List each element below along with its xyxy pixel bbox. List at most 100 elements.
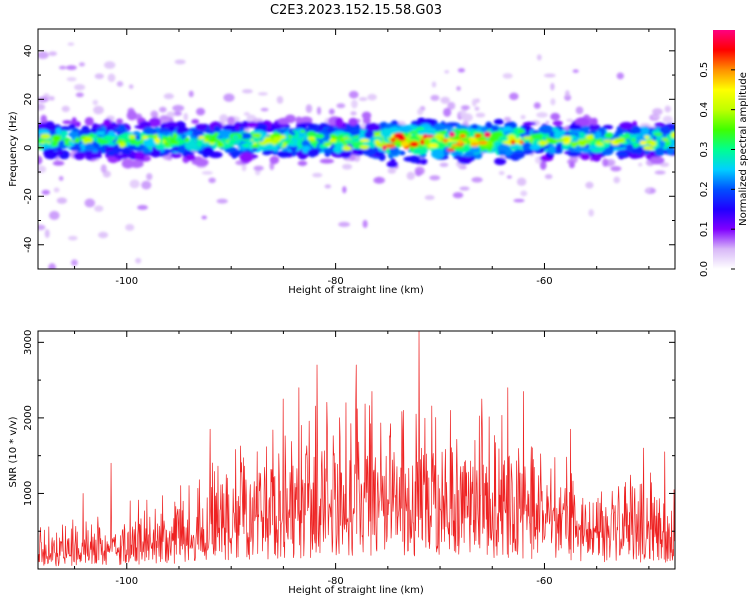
heatmap-cell: [629, 153, 640, 159]
heatmap-cell: [508, 144, 524, 149]
heatmap-cell: [96, 138, 107, 144]
heatmap-cell: [222, 124, 237, 131]
heatmap-cell: [580, 153, 590, 161]
snr-panel: -100 -80 -60 1000 2000 3000 Height of straigh…: [8, 330, 676, 596]
heatmap-cell: [362, 116, 371, 125]
heatmap-cell: [547, 140, 558, 145]
heatmap-cell: [277, 117, 291, 125]
heatmap-cell: [353, 153, 361, 162]
heatmap-cell: [424, 195, 435, 201]
heatmap-cell: [69, 6, 75, 13]
heatmap-cell: [498, 149, 507, 156]
heatmap-cell: [459, 186, 470, 191]
heatmap-cell: [344, 139, 354, 144]
heatmap-cell: [545, 120, 550, 124]
heatmap-cell: [62, 120, 73, 125]
heatmap-cell: [523, 136, 532, 140]
heatmap-cell: [90, 126, 98, 134]
heatmap-cell: [644, 135, 650, 139]
heatmap-cell: [352, 137, 361, 143]
heatmap-cell: [521, 149, 534, 155]
heatmap-cell: [55, 127, 62, 135]
heatmap-cell: [82, 136, 93, 145]
heatmap-cell: [137, 205, 148, 211]
heatmap-cell: [207, 134, 219, 138]
heatmap-cell: [378, 153, 386, 161]
heatmap-cell: [662, 115, 673, 124]
heatmap-cell: [51, 134, 62, 141]
heatmap-cell: [439, 125, 454, 130]
heatmap-cell: [602, 124, 614, 130]
heatmap-cell: [38, 155, 43, 165]
heatmap-cell: [577, 137, 588, 147]
heatmap-cell: [471, 177, 483, 183]
heatmap-cell: [134, 151, 146, 161]
snr-xtick-label: -60: [536, 576, 552, 587]
heatmap-cell: [659, 162, 670, 167]
heatmap-cell: [61, 105, 70, 113]
heatmap-cell: [175, 126, 190, 134]
heatmap-cell: [522, 121, 537, 126]
heatmap-cell: [116, 118, 124, 125]
heatmap-cell: [452, 192, 464, 199]
heatmap-cell: [169, 140, 179, 145]
heatmap-cell: [260, 107, 269, 112]
heatmap-cell: [421, 118, 436, 125]
heatmap-cell: [588, 123, 601, 132]
heatmap-cell: [443, 107, 452, 117]
heatmap-cell: [91, 310, 99, 313]
heatmap-cell: [257, 92, 268, 96]
heatmap-cell: [649, 156, 665, 165]
colorbar-tick-label: 0.3: [699, 142, 710, 158]
heatmap-xlabel: Height of straight line (km): [288, 285, 424, 296]
snr-ticks: -100 -80 -60 1000 2000 3000: [23, 330, 675, 587]
heatmap-cell: [336, 142, 344, 147]
heatmap-cell: [561, 142, 571, 149]
heatmap-cell: [631, 138, 637, 142]
heatmap-cell: [575, 106, 584, 115]
heatmap-cell: [653, 129, 661, 134]
heatmap-cell: [348, 117, 358, 126]
heatmap-cell: [38, 165, 47, 174]
heatmap-cell: [367, 93, 377, 101]
heatmap-cell: [207, 137, 219, 143]
heatmap-cell: [602, 139, 613, 143]
heatmap-cell: [173, 111, 182, 116]
heatmap-cell: [116, 125, 127, 133]
heatmap-cell: [129, 159, 144, 169]
snr-ylabel: SNR (10 * v/v): [8, 416, 19, 487]
heatmap-cell: [66, 77, 77, 82]
heatmap-cell: [536, 112, 548, 118]
heatmap-cell: [659, 139, 666, 149]
heatmap-cell: [121, 149, 132, 156]
heatmap-cell: [230, 150, 241, 158]
heatmap-cell: [74, 137, 80, 144]
heatmap-cell: [591, 117, 598, 126]
heatmap-cell: [470, 141, 479, 148]
heatmap-cell: [202, 146, 214, 156]
heatmap-cell: [382, 144, 387, 151]
heatmap-cell: [509, 92, 519, 101]
heatmap-cell: [347, 127, 361, 136]
heatmap-cell: [195, 123, 208, 131]
heatmap-cell: [556, 143, 563, 150]
heatmap-cell: [185, 154, 196, 161]
heatmap-cell: [625, 143, 634, 152]
heatmap-cell: [315, 133, 325, 139]
heatmap-cell: [172, 132, 178, 139]
heatmap-cell: [288, 140, 295, 144]
heatmap-cell: [419, 158, 428, 165]
heatmap-cell: [234, 121, 241, 131]
heatmap-cell: [150, 110, 159, 118]
heatmap-cell: [93, 105, 104, 115]
heatmap-cell: [59, 130, 68, 137]
heatmap-cell: [43, 142, 50, 146]
heatmap-cell: [455, 124, 469, 130]
heatmap-cell: [434, 123, 446, 132]
heatmap-cell: [191, 119, 200, 125]
heatmap-cell: [536, 54, 542, 61]
heatmap-cell: [148, 117, 161, 128]
heatmap-cell: [666, 135, 672, 141]
heatmap-cell: [201, 215, 207, 220]
colorbar-label: Normalized spectral amplitude: [738, 72, 749, 226]
